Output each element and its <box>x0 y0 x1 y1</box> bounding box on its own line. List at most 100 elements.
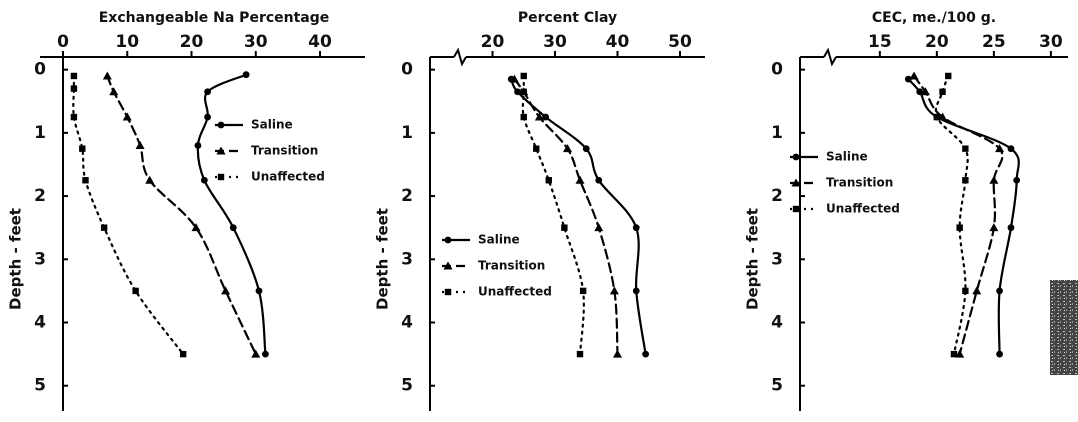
y-tick-label: 3 <box>771 249 783 269</box>
legend-marker <box>218 122 225 129</box>
legend-marker <box>445 237 452 244</box>
point <box>109 87 118 95</box>
legend-marker <box>793 154 800 161</box>
point <box>583 145 590 152</box>
legend-label: Saline <box>251 118 293 132</box>
x-tick-label: 50 <box>668 32 692 52</box>
point <box>972 286 981 294</box>
legend-marker <box>218 174 224 180</box>
scan-artifact <box>1050 280 1078 375</box>
point <box>546 177 552 183</box>
y-tick-label: 4 <box>401 313 413 333</box>
point <box>1013 177 1020 184</box>
profile-curve <box>914 76 1002 354</box>
profile-curve <box>523 76 584 354</box>
point <box>576 176 585 184</box>
x-tick-label: 15 <box>868 32 892 52</box>
point <box>243 71 250 78</box>
point <box>71 85 77 91</box>
y-tick-label: 2 <box>771 186 783 206</box>
legend-marker <box>445 289 451 295</box>
point <box>132 288 138 294</box>
x-tick-label: 30 <box>543 32 567 52</box>
point <box>103 71 112 79</box>
point <box>989 176 998 184</box>
y-tick-label: 2 <box>34 186 46 206</box>
point <box>962 288 968 294</box>
point <box>82 177 88 183</box>
x-tick-label: 30 <box>1039 32 1063 52</box>
point <box>633 224 640 231</box>
point <box>939 89 945 95</box>
y-tick-label: 4 <box>771 313 783 333</box>
point <box>101 224 107 230</box>
point <box>910 71 919 79</box>
panel-title: Exchangeable Na Percentage <box>99 10 330 26</box>
y-axis-label: Depth - feet <box>744 208 762 310</box>
point <box>533 145 539 151</box>
legend-label: Transition <box>478 259 545 273</box>
y-tick-label: 0 <box>34 60 46 80</box>
legend-label: Unaffected <box>826 202 900 216</box>
panel-title: Percent Clay <box>518 10 617 26</box>
point <box>204 114 211 121</box>
point <box>201 177 208 184</box>
y-tick-label: 5 <box>401 376 413 396</box>
legend: Saline Transition Unaffected <box>215 118 325 184</box>
point <box>262 351 269 358</box>
point <box>221 286 230 294</box>
y-tick-label: 0 <box>401 60 413 80</box>
point <box>945 73 951 79</box>
point <box>633 287 640 294</box>
point <box>71 114 77 120</box>
panel-title: CEC, me./100 g. <box>872 10 996 26</box>
legend-label: Saline <box>478 233 520 247</box>
legend-marker <box>793 206 799 212</box>
y-tick-label: 1 <box>401 123 413 143</box>
point <box>123 113 132 121</box>
point <box>595 177 602 184</box>
legend-label: Transition <box>826 176 893 190</box>
point <box>956 224 962 230</box>
legend-label: Transition <box>251 144 318 158</box>
point <box>996 287 1003 294</box>
x-tick-label: 25 <box>982 32 1006 52</box>
point <box>561 224 567 230</box>
point <box>577 351 583 357</box>
y-tick-label: 3 <box>34 249 46 269</box>
y-tick-label: 1 <box>34 123 46 143</box>
y-tick-label: 2 <box>401 186 413 206</box>
point <box>642 351 649 358</box>
x-tick-label: 40 <box>308 32 332 52</box>
point <box>145 176 154 184</box>
y-axis-label: Depth - feet <box>374 208 392 310</box>
axis-break <box>454 50 466 64</box>
point <box>251 350 260 358</box>
y-tick-label: 3 <box>401 249 413 269</box>
point <box>1008 145 1015 152</box>
point <box>521 73 527 79</box>
x-tick-label: 20 <box>180 32 204 52</box>
point <box>934 114 940 120</box>
point <box>256 287 263 294</box>
y-tick-label: 5 <box>771 376 783 396</box>
legend: SalineTransitionUnaffected <box>790 150 900 216</box>
legend-label: Unaffected <box>251 170 325 184</box>
x-tick-label: 0 <box>57 32 69 52</box>
point <box>580 288 586 294</box>
point <box>514 88 521 95</box>
point <box>962 177 968 183</box>
figure: Exchangeable Na Percentage01020304001234… <box>0 0 1078 418</box>
x-tick-label: 10 <box>115 32 139 52</box>
point <box>613 350 622 358</box>
profile-curve <box>514 79 617 354</box>
y-tick-label: 1 <box>771 123 783 143</box>
y-tick-label: 0 <box>771 60 783 80</box>
point <box>962 145 968 151</box>
x-tick-label: 20 <box>925 32 949 52</box>
point <box>951 351 957 357</box>
y-tick-label: 4 <box>34 313 46 333</box>
point <box>204 88 211 95</box>
